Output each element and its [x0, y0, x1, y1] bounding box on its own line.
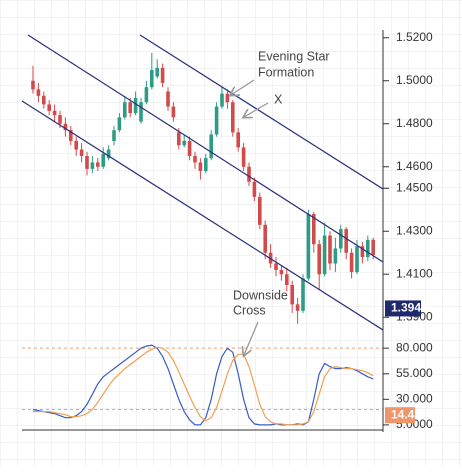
- candle-body: [366, 239, 370, 258]
- candle-body: [252, 181, 257, 197]
- candle-body: [263, 224, 267, 253]
- candle-body: [63, 123, 68, 131]
- candle-body: [225, 93, 230, 103]
- channel-line: [21, 100, 384, 331]
- candle-body: [306, 214, 311, 279]
- candle-body: [106, 149, 111, 159]
- y-tick-label: 55.000: [396, 366, 433, 380]
- candle-body: [193, 156, 197, 163]
- candle-body: [198, 162, 203, 172]
- plot: [22, 52, 383, 426]
- candle-body: [166, 91, 170, 107]
- candle-body: [295, 304, 300, 311]
- candle-body: [371, 239, 375, 255]
- candle-body: [220, 93, 224, 107]
- candle-body: [123, 102, 127, 118]
- candle-body: [333, 248, 338, 264]
- last-value-box: [385, 407, 415, 424]
- candle-body: [328, 235, 332, 264]
- candle-body: [160, 67, 165, 83]
- channel-line: [27, 34, 384, 263]
- y-tick-label: 1.4300: [396, 223, 433, 237]
- candle-body: [355, 246, 359, 273]
- y-tick-label: 80.000: [396, 340, 433, 354]
- candle-body: [209, 134, 213, 159]
- candle-body: [214, 106, 219, 135]
- y-tick-label: 1.4500: [396, 180, 433, 194]
- candle-body: [144, 87, 149, 103]
- annotation: Evening Star: [258, 49, 330, 63]
- candle-body: [31, 80, 35, 90]
- arrow: [231, 79, 255, 95]
- candle-body: [58, 115, 62, 124]
- candle-body: [85, 156, 89, 169]
- candle-body: [117, 117, 122, 131]
- annotations: Evening Star Formation X Downside Cross: [231, 49, 330, 355]
- candle-body: [101, 153, 105, 167]
- candle-body: [317, 244, 321, 275]
- candle-body: [150, 70, 154, 88]
- candle-body: [312, 214, 316, 245]
- candle-body: [344, 229, 348, 253]
- candle-body: [247, 166, 251, 182]
- candle-body: [52, 110, 57, 116]
- candle-body: [258, 196, 262, 225]
- candle-body: [187, 140, 192, 156]
- y-tick-label: 1.4100: [396, 266, 433, 280]
- annotation: X: [274, 92, 283, 106]
- candle-body: [155, 67, 159, 77]
- last-value-box: [385, 300, 421, 317]
- candle-body: [301, 278, 305, 311]
- candle-body: [96, 162, 100, 167]
- candle-body: [322, 235, 327, 275]
- candle-body: [241, 147, 246, 167]
- oscillator-line: [33, 346, 374, 426]
- candle-body: [69, 130, 73, 141]
- candle-body: [290, 285, 294, 305]
- candle-body: [128, 102, 132, 113]
- channel: [21, 34, 384, 331]
- annotation: Formation: [258, 65, 314, 79]
- candle-body: [204, 158, 208, 172]
- candle-body: [42, 95, 46, 105]
- y-tick-label: 1.4600: [396, 159, 433, 173]
- candle-body: [74, 140, 78, 150]
- candle-body: [236, 132, 240, 148]
- candle-body: [231, 102, 235, 133]
- y-tick-label: 1.4800: [396, 116, 433, 130]
- channel-line: [139, 34, 384, 190]
- candle-body: [47, 104, 51, 111]
- candle-body: [139, 102, 143, 122]
- candle-body: [182, 140, 186, 146]
- last-value-label: 1.3941: [391, 301, 428, 315]
- candle-body: [36, 89, 41, 96]
- y-tick-label: 1.5000: [396, 73, 433, 87]
- candle-body: [177, 132, 181, 146]
- oscillator-line: [32, 344, 374, 426]
- annotation: Downside: [233, 288, 288, 302]
- candle-body: [349, 252, 354, 273]
- candle-body: [274, 263, 278, 270]
- annotation: Cross: [233, 303, 266, 317]
- y-tick-label: 30.000: [396, 391, 433, 405]
- candle-body: [171, 106, 176, 118]
- candle-body: [339, 229, 343, 249]
- candle-body: [133, 97, 138, 113]
- y-tick-label: 1.5200: [396, 30, 433, 44]
- candle-body: [79, 149, 84, 156]
- candle-body: [90, 162, 95, 169]
- candle-body: [285, 274, 289, 285]
- last-value-label: 14.48: [391, 407, 421, 421]
- arrow: [244, 102, 269, 117]
- candle-body: [112, 130, 116, 141]
- arrow: [244, 321, 259, 355]
- candle-body: [360, 246, 365, 258]
- candle-body: [279, 269, 284, 275]
